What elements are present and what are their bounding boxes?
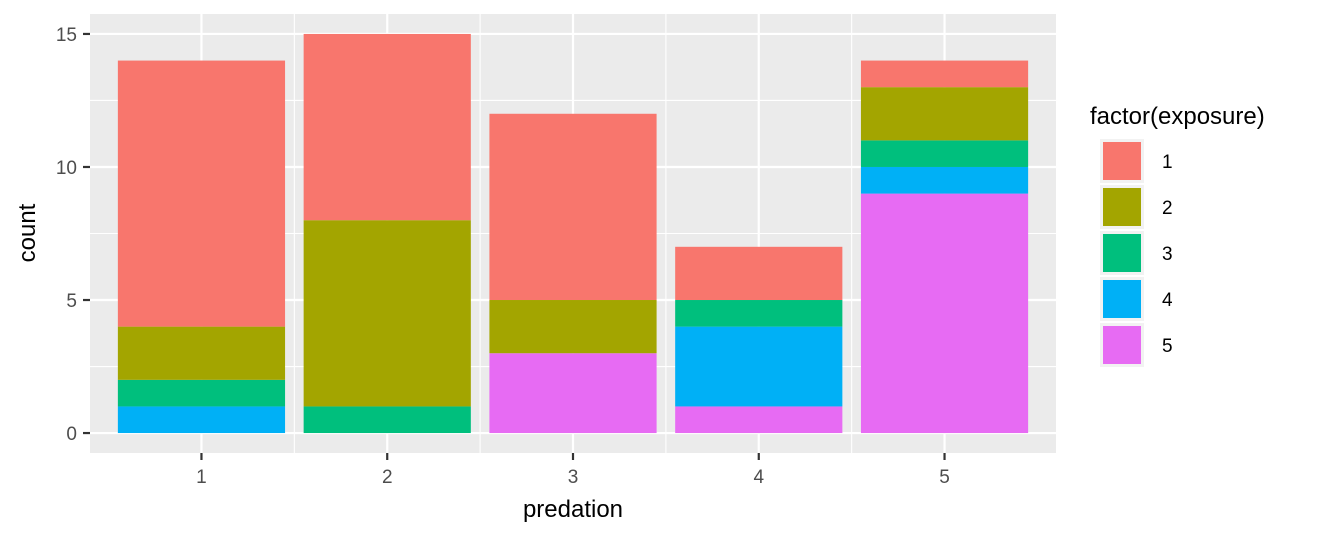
bar-segment-pred-5-exposure-5 (860, 193, 1029, 434)
x-axis-title: predation (523, 496, 623, 523)
bar-segment-pred-1-exposure-1 (117, 60, 286, 327)
legend-title: factor(exposure) (1090, 103, 1265, 130)
x-tick-label: 3 (568, 467, 579, 488)
bar-segment-pred-3-exposure-1 (489, 113, 657, 301)
x-tick-label: 1 (196, 467, 207, 488)
legend: factor(exposure) 1 2 3 4 5 (1090, 103, 1265, 367)
legend-key-swatch (1103, 188, 1141, 226)
legend-label: 1 (1162, 152, 1173, 173)
legend-label: 5 (1162, 336, 1173, 357)
legend-label: 3 (1162, 244, 1173, 265)
bar-segment-pred-1-exposure-3 (117, 379, 286, 407)
bar-segment-pred-2-exposure-1 (303, 33, 471, 221)
bar-segment-pred-1-exposure-4 (117, 406, 286, 434)
x-axis: 1 2 3 4 5 (196, 453, 950, 488)
y-tick-label: 0 (66, 424, 77, 445)
bar-segment-pred-3-exposure-5 (489, 353, 657, 434)
bar-segment-pred-5-exposure-1 (860, 60, 1029, 88)
y-tick-label: 5 (66, 291, 77, 312)
bar-segment-pred-4-exposure-1 (675, 246, 843, 301)
bars (117, 33, 1029, 434)
legend-key-swatch (1103, 280, 1141, 318)
legend-key-swatch (1103, 234, 1141, 272)
y-tick-label: 15 (56, 25, 77, 46)
bar-segment-pred-4-exposure-3 (675, 300, 843, 327)
bar-segment-pred-2-exposure-3 (303, 406, 471, 434)
y-tick-label: 10 (56, 158, 77, 179)
x-tick-label: 2 (382, 467, 393, 488)
legend-label: 2 (1162, 198, 1173, 219)
x-tick-label: 5 (939, 467, 950, 488)
bar-segment-pred-3-exposure-2 (489, 300, 657, 354)
bar-segment-pred-5-exposure-4 (860, 166, 1029, 194)
bar-segment-pred-4-exposure-5 (675, 406, 843, 434)
bar-segment-pred-5-exposure-2 (860, 87, 1029, 141)
legend-label: 4 (1162, 290, 1173, 311)
bar-segment-pred-4-exposure-4 (675, 326, 843, 407)
legend-key-swatch (1103, 142, 1141, 180)
bar-segment-pred-1-exposure-2 (117, 326, 286, 380)
legend-key-swatch (1103, 326, 1141, 364)
bar-segment-pred-5-exposure-3 (860, 140, 1029, 167)
y-axis-title: count (14, 203, 41, 262)
bar-segment-pred-2-exposure-2 (303, 220, 471, 407)
y-axis: 0 5 10 15 (56, 25, 90, 445)
x-tick-label: 4 (753, 467, 764, 488)
